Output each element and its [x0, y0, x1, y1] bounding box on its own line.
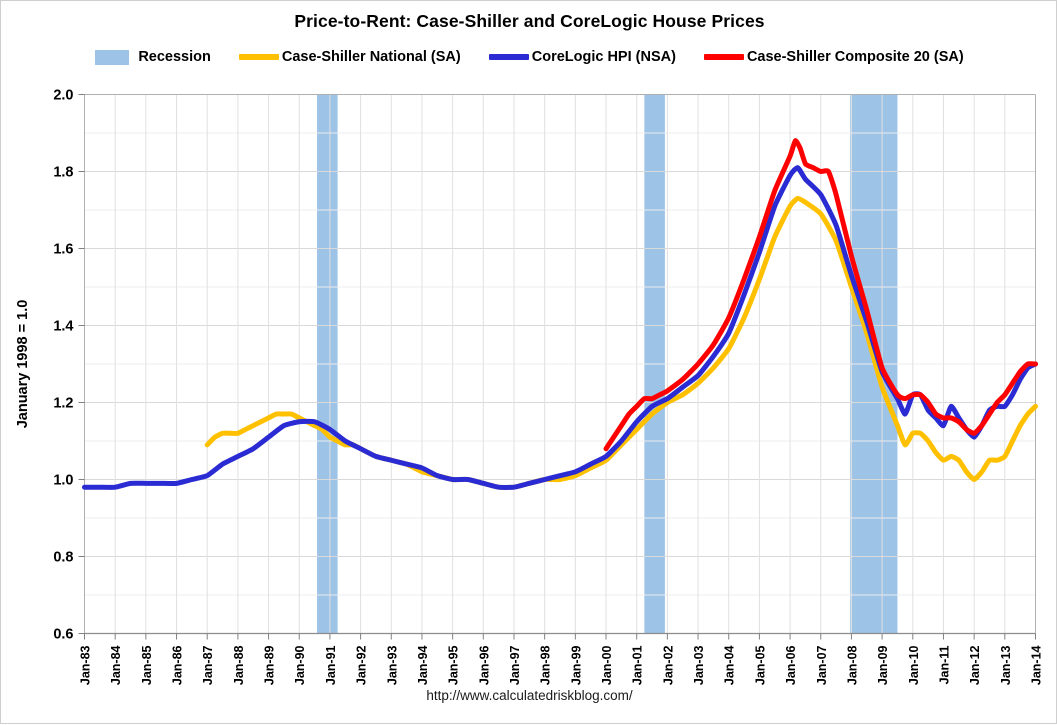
- source-url: http://www.calculatedriskblog.com/: [426, 688, 633, 703]
- y-tick-label: 0.8: [53, 550, 73, 566]
- axis-lines: [84, 94, 1036, 635]
- chart-legend: Recession Case-Shiller National (SA) Cor…: [1, 49, 1057, 65]
- x-tick-label: Jan-83: [79, 645, 93, 685]
- legend-label: Case-Shiller Composite 20 (SA): [746, 49, 964, 65]
- recession-swatch-icon: [95, 49, 130, 65]
- legend-label: Recession: [138, 49, 211, 65]
- x-tick-label: Jan-08: [845, 645, 859, 685]
- x-tick-label: Jan-94: [416, 645, 430, 685]
- y-tick-label: 0.6: [53, 627, 73, 643]
- x-tick-label: Jan-93: [385, 645, 399, 685]
- legend-label: CoreLogic HPI (NSA): [531, 49, 676, 65]
- x-tick-label: Jan-96: [477, 645, 491, 685]
- y-tick-label: 1.0: [53, 473, 73, 489]
- x-tick-label: Jan-01: [631, 645, 645, 685]
- x-tick-label: Jan-85: [140, 645, 154, 685]
- x-tick-label: Jan-12: [968, 645, 982, 685]
- x-tick-label: Jan-86: [171, 645, 185, 685]
- x-tick-label: Jan-91: [324, 645, 338, 685]
- x-tick-label: Jan-89: [263, 645, 277, 685]
- legend-item-recession: Recession: [95, 49, 211, 65]
- case-shiller-national-swatch-icon: [238, 54, 279, 60]
- case-shiller-composite-20-swatch-icon: [703, 54, 744, 60]
- x-tick-label: Jan-97: [508, 645, 522, 685]
- y-axis-label: January 1998 = 1.0: [15, 300, 31, 429]
- x-tick-label: Jan-11: [937, 645, 951, 684]
- x-tick-label: Jan-95: [447, 645, 461, 685]
- x-tick-label: Jan-02: [661, 645, 675, 685]
- series-line-case-shiller-composite-20-sa: [603, 138, 1038, 452]
- x-axis-ticks: Jan-83 Jan-84 Jan-85 Jan-86 Jan-87 Jan-88 Jan-…: [79, 633, 1044, 685]
- y-tick-label: 1.4: [53, 319, 73, 335]
- x-tick-label: Jan-87: [201, 645, 215, 685]
- x-tick-label: Jan-06: [784, 645, 798, 685]
- series-line-corelogic-hpi-nsa: [82, 165, 1038, 490]
- corelogic-hpi-swatch-icon: [488, 54, 529, 60]
- x-tick-label: Jan-09: [876, 645, 890, 685]
- x-tick-label: Jan-99: [569, 645, 583, 685]
- legend-item-case-shiller-national: Case-Shiller National (SA): [238, 49, 461, 65]
- x-tick-label: Jan-84: [109, 645, 123, 685]
- data-series-group: [82, 138, 1038, 490]
- x-tick-label: Jan-10: [907, 645, 921, 685]
- x-tick-label: Jan-05: [753, 645, 767, 685]
- y-axis-ticks: 2.0 1.8 1.6 1.4 1.2 1.0 0.8 0.6: [53, 88, 85, 643]
- y-tick-label: 1.6: [53, 242, 73, 258]
- legend-label: Case-Shiller National (SA): [281, 49, 461, 65]
- y-tick-label: 1.8: [53, 165, 73, 181]
- y-tick-label: 1.2: [53, 396, 73, 412]
- series-line-case-shiller-national-sa: [204, 195, 1038, 490]
- page-title: Price-to-Rent: Case-Shiller and CoreLogi…: [294, 11, 765, 31]
- x-tick-label: Jan-88: [232, 645, 246, 685]
- x-tick-label: Jan-92: [355, 645, 369, 685]
- legend-item-case-shiller-composite-20: Case-Shiller Composite 20 (SA): [703, 49, 964, 65]
- legend-item-corelogic-hpi: CoreLogic HPI (NSA): [488, 49, 676, 65]
- x-tick-label: Jan-07: [815, 645, 829, 685]
- x-tick-label: Jan-98: [539, 645, 553, 685]
- y-axis-title: January 1998 = 1.0: [15, 300, 31, 429]
- x-tick-label: Jan-04: [723, 645, 737, 685]
- y-tick-label: 2.0: [53, 88, 73, 104]
- x-tick-label: Jan-90: [293, 645, 307, 685]
- x-tick-label: Jan-03: [692, 645, 706, 685]
- x-tick-label: Jan-00: [600, 645, 614, 685]
- x-tick-label: Jan-13: [999, 645, 1013, 685]
- x-tick-label: Jan-14: [1030, 645, 1044, 685]
